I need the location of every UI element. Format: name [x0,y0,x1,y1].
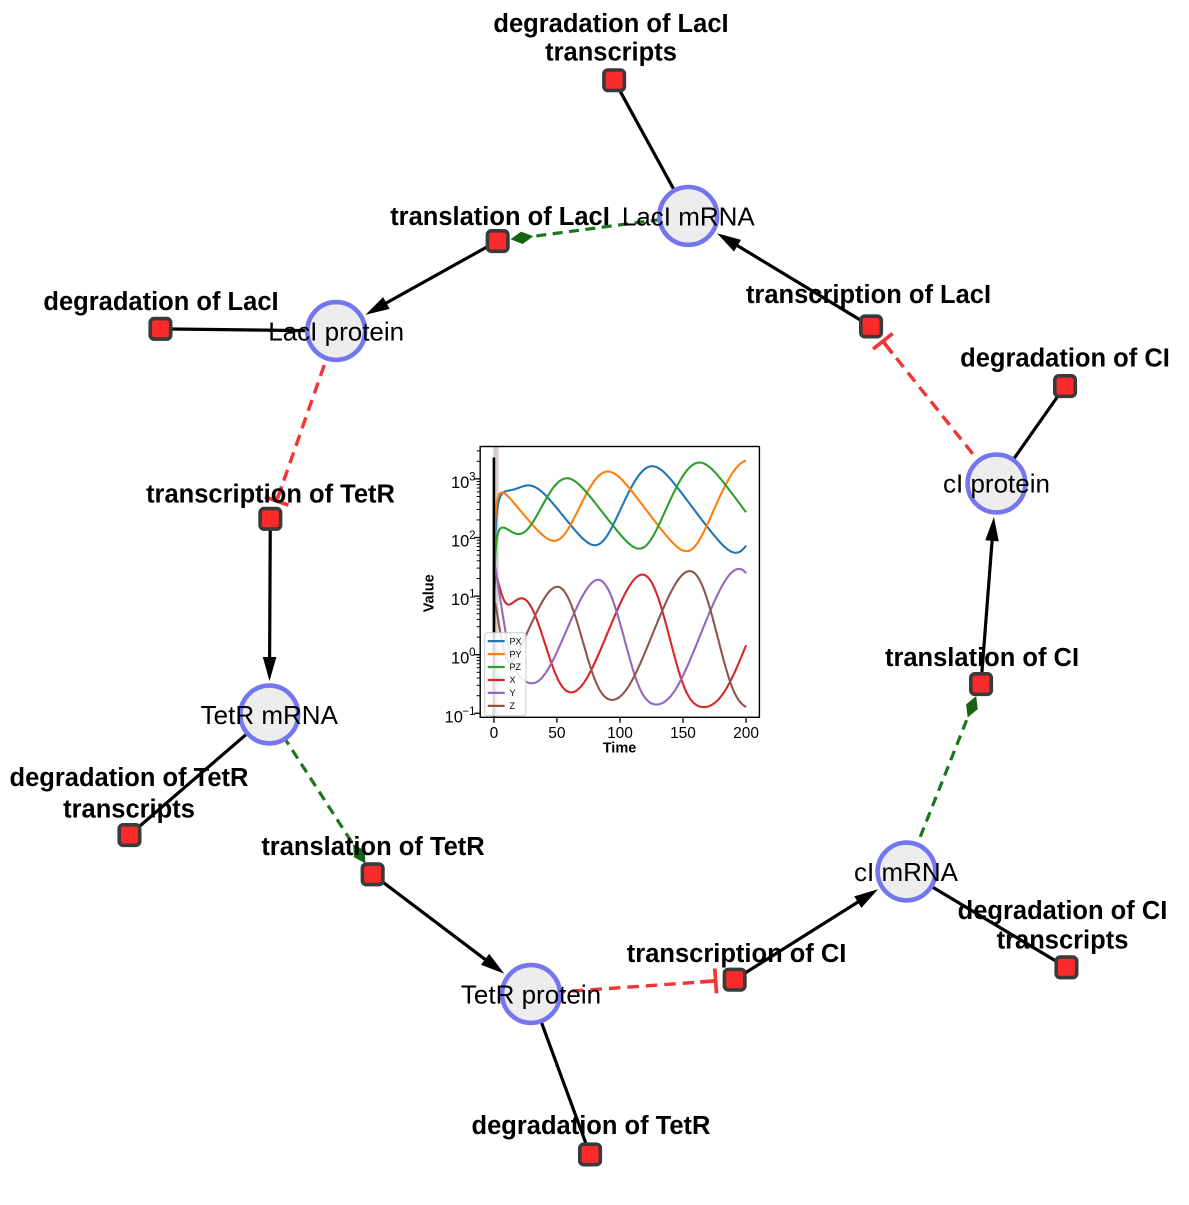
svg-text:translation of TetR: translation of TetR [261,833,484,861]
svg-text:200: 200 [733,725,759,742]
svg-text:TetR protein: TetR protein [461,980,601,1010]
svg-text:100: 100 [607,725,633,742]
svg-text:translation of LacI: translation of LacI [390,203,610,231]
svg-text:transcripts: transcripts [63,796,195,824]
svg-text:LacI mRNA: LacI mRNA [622,201,756,231]
svg-text:10: 10 [451,474,469,492]
svg-text:degradation of LacI: degradation of LacI [43,288,278,316]
svg-text:transcription of LacI: transcription of LacI [746,281,991,309]
svg-text:10: 10 [451,533,469,551]
svg-text:10: 10 [451,650,469,668]
svg-text:−1: −1 [462,706,475,718]
svg-text:cI protein: cI protein [943,469,1050,499]
svg-text:transcription of TetR: transcription of TetR [146,481,395,509]
svg-text:degradation of LacI: degradation of LacI [493,10,728,38]
svg-text:transcripts: transcripts [545,39,677,67]
svg-text:2: 2 [469,530,475,542]
svg-text:TetR mRNA: TetR mRNA [201,700,339,730]
svg-text:PX: PX [510,636,522,646]
svg-text:150: 150 [670,725,696,742]
svg-text:Y: Y [510,688,516,698]
svg-text:degradation of TetR: degradation of TetR [472,1112,711,1140]
svg-text:PZ: PZ [510,662,522,672]
svg-text:3: 3 [469,471,475,483]
svg-text:Time: Time [603,741,637,757]
svg-text:1: 1 [469,589,475,601]
svg-text:10: 10 [445,708,463,726]
svg-text:10: 10 [451,591,469,609]
svg-text:Z: Z [510,701,516,711]
svg-text:translation of CI: translation of CI [885,644,1079,672]
svg-text:X: X [510,675,516,685]
svg-text:degradation of CI: degradation of CI [960,345,1170,373]
svg-text:LacI protein: LacI protein [268,317,404,347]
svg-text:PY: PY [510,649,522,659]
svg-text:degradation of CI: degradation of CI [958,897,1168,925]
svg-text:transcripts: transcripts [997,926,1129,954]
svg-text:0: 0 [490,725,499,742]
svg-text:0: 0 [469,647,475,659]
svg-text:50: 50 [548,725,566,742]
svg-text:cI mRNA: cI mRNA [854,857,959,887]
svg-text:degradation of TetR: degradation of TetR [10,764,249,792]
svg-text:Value: Value [422,574,438,612]
svg-text:transcription of CI: transcription of CI [627,940,847,968]
